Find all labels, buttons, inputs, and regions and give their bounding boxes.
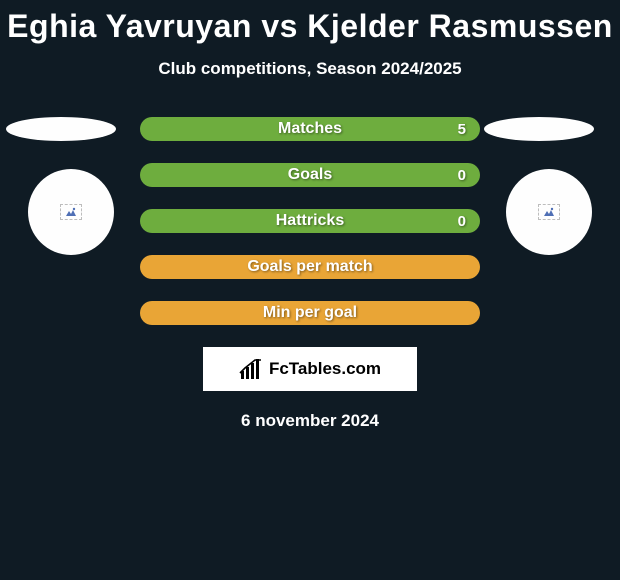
stat-bars: Matches 5 Goals 0 Hattricks 0 Goals per … xyxy=(140,117,480,325)
stat-value-right: 0 xyxy=(458,213,466,230)
stat-value-right: 0 xyxy=(458,167,466,184)
content-area: Matches 5 Goals 0 Hattricks 0 Goals per … xyxy=(0,117,620,431)
bar-chart-icon xyxy=(239,359,263,379)
date-text: 6 november 2024 xyxy=(0,411,620,431)
stat-label: Goals xyxy=(288,166,332,184)
stat-label: Matches xyxy=(278,120,342,138)
stat-label: Goals per match xyxy=(247,258,372,276)
stat-bar-matches: Matches 5 xyxy=(140,117,480,141)
stat-bar-goals: Goals 0 xyxy=(140,163,480,187)
stat-value-right: 5 xyxy=(458,121,466,138)
comparison-infographic: Eghia Yavruyan vs Kjelder Rasmussen Club… xyxy=(0,0,620,580)
player2-badge-circle xyxy=(506,169,592,255)
stat-bar-min-per-goal: Min per goal xyxy=(140,301,480,325)
fctables-logo: FcTables.com xyxy=(203,347,417,391)
stat-bar-hattricks: Hattricks 0 xyxy=(140,209,480,233)
image-placeholder-icon xyxy=(60,204,82,220)
logo-text: FcTables.com xyxy=(269,359,381,379)
player1-ellipse-placeholder xyxy=(6,117,116,141)
player2-ellipse-placeholder xyxy=(484,117,594,141)
player1-badge-circle xyxy=(28,169,114,255)
stat-label: Hattricks xyxy=(276,212,344,230)
stat-bar-goals-per-match: Goals per match xyxy=(140,255,480,279)
subtitle: Club competitions, Season 2024/2025 xyxy=(0,59,620,79)
image-placeholder-icon xyxy=(538,204,560,220)
page-title: Eghia Yavruyan vs Kjelder Rasmussen xyxy=(0,0,620,45)
stat-label: Min per goal xyxy=(263,304,357,322)
